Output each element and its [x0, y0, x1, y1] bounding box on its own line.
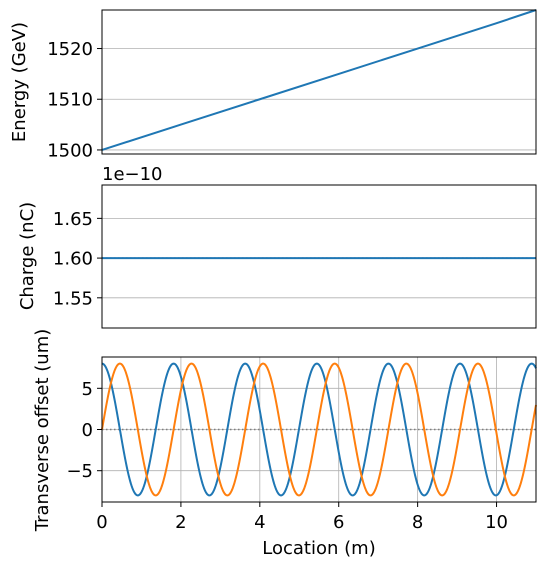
charge-ytick-label: 1.65: [53, 209, 93, 230]
offset-xtick-label: 10: [485, 512, 508, 533]
charge-panel: 1e−10 1.55 1.60 1.65 Charge (nC): [17, 164, 537, 329]
charge-plot-frame: [101, 184, 537, 329]
offset-ytick-label: 0: [82, 420, 93, 441]
offset-series-line-2: [101, 362, 537, 497]
energy-plot-frame: [101, 9, 537, 155]
charge-ytick-label: 1.55: [53, 288, 93, 309]
offset-series-line-1: [101, 362, 537, 497]
energy-series-line-1: [101, 9, 537, 151]
offset-xtick-label: 8: [412, 512, 423, 533]
energy-ytick-label: 1510: [47, 90, 93, 111]
offset-xtick-label: 4: [254, 512, 265, 533]
offset-xlabel: Location (m): [262, 538, 375, 559]
offset-ylabel: Transverse offset (um): [32, 329, 53, 533]
offset-ytick-label: −5: [66, 461, 93, 482]
energy-ylabel: Energy (GeV): [9, 22, 30, 142]
offset-xtick-label: 0: [96, 512, 107, 533]
offset-xtick-label: 6: [333, 512, 344, 533]
energy-panel: 1500 1510 1520 Energy (GeV): [9, 9, 537, 161]
offset-ytick-label: 5: [82, 379, 93, 400]
charge-ylabel: Charge (nC): [17, 202, 38, 310]
charge-ytick-label: 1.60: [53, 249, 93, 270]
offset-panel: −5 0 5 0 2 4 6 8 10 Transverse offset (um) Locat…: [32, 329, 537, 559]
energy-ytick-label: 1520: [47, 39, 93, 60]
charge-offset-text: 1e−10: [102, 164, 163, 185]
energy-ytick-label: 1500: [47, 140, 93, 161]
offset-xtick-label: 2: [175, 512, 186, 533]
